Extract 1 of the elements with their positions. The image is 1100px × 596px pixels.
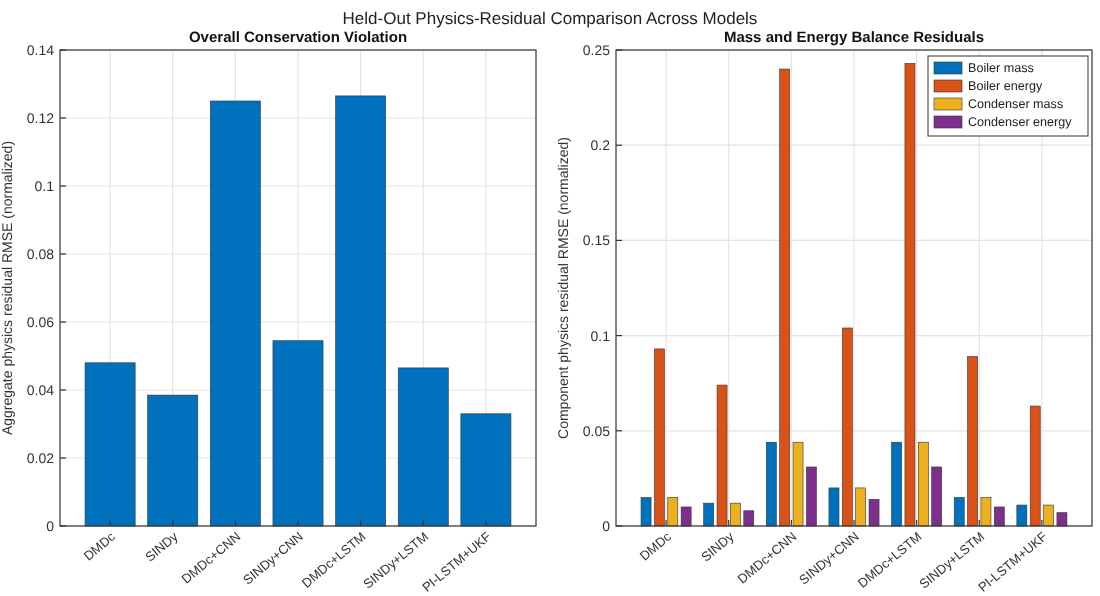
text: Held-Out Physics-Residual Comparison Across Models — [342, 8, 758, 28]
